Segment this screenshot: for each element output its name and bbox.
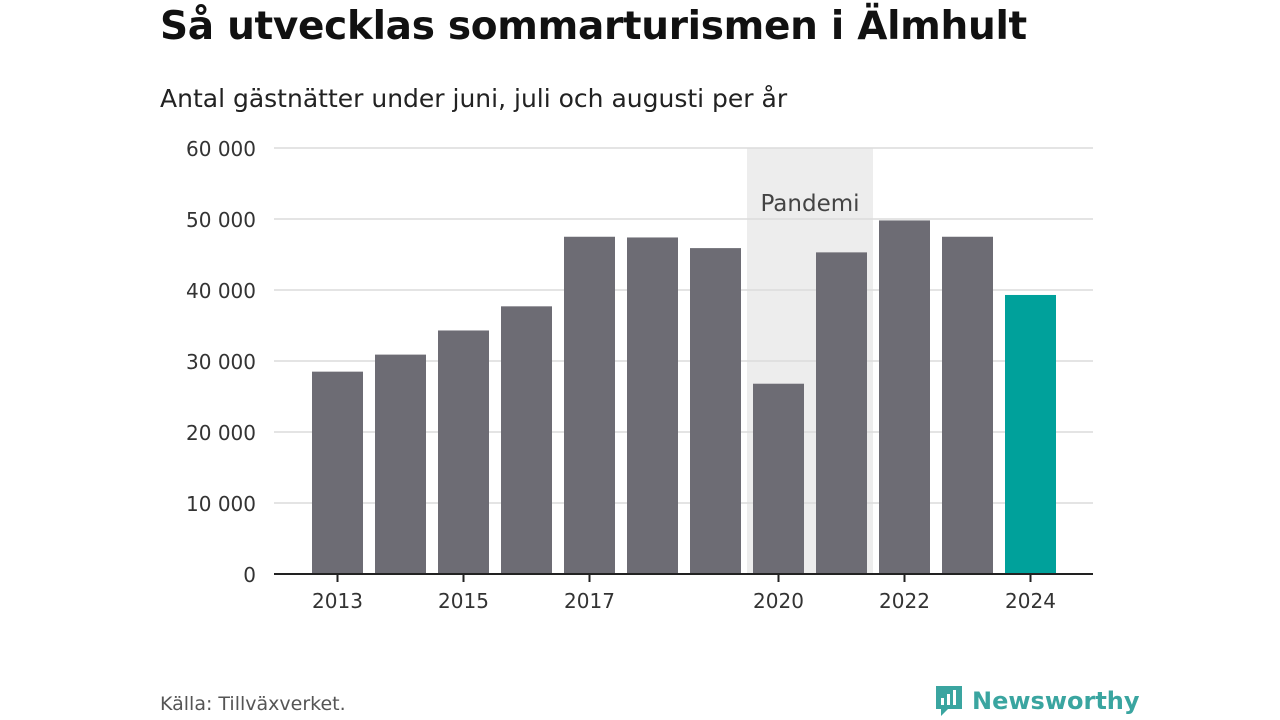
bar-2021 bbox=[816, 252, 867, 574]
y-tick-label: 10 000 bbox=[186, 492, 256, 516]
x-tick-label: 2024 bbox=[1005, 589, 1056, 613]
y-tick-label: 30 000 bbox=[186, 350, 256, 374]
bar-2013 bbox=[312, 371, 363, 574]
y-tick-label: 20 000 bbox=[186, 421, 256, 445]
brand-name: Newsworthy bbox=[972, 687, 1140, 715]
bar-chart: 0 10 000 20 000 30 000 40 000 50 000 60 000 Pan… bbox=[186, 137, 1093, 613]
chart-title: Så utvecklas sommarturismen i Älmhult bbox=[160, 4, 1027, 49]
newsworthy-logo-icon bbox=[936, 686, 962, 716]
y-tick-label: 0 bbox=[243, 563, 256, 587]
y-tick-label: 50 000 bbox=[186, 208, 256, 232]
bar-2014 bbox=[375, 354, 426, 574]
y-tick-label: 60 000 bbox=[186, 137, 256, 161]
bar-2023 bbox=[942, 236, 993, 574]
newsworthy-logo: Newsworthy bbox=[934, 684, 1140, 718]
bar-2022 bbox=[879, 220, 930, 575]
x-tick-label: 2015 bbox=[438, 589, 489, 613]
bar-2018 bbox=[627, 237, 678, 574]
bar-2019 bbox=[690, 248, 741, 575]
x-tick-label: 2013 bbox=[312, 589, 363, 613]
chart-subtitle: Antal gästnätter under juni, juli och au… bbox=[160, 84, 788, 113]
bar-2016 bbox=[501, 306, 552, 574]
source-note: Källa: Tillväxverket. bbox=[160, 693, 346, 715]
bar-2015 bbox=[438, 330, 489, 574]
bar-2024 bbox=[1005, 294, 1056, 574]
x-tick-label: 2020 bbox=[753, 589, 804, 613]
bar-2017 bbox=[564, 236, 615, 574]
bar-2020 bbox=[753, 383, 804, 574]
y-tick-label: 40 000 bbox=[186, 279, 256, 303]
x-tick-label: 2022 bbox=[879, 589, 930, 613]
x-tick-label: 2017 bbox=[564, 589, 615, 613]
pandemic-label: Pandemi bbox=[760, 191, 859, 217]
